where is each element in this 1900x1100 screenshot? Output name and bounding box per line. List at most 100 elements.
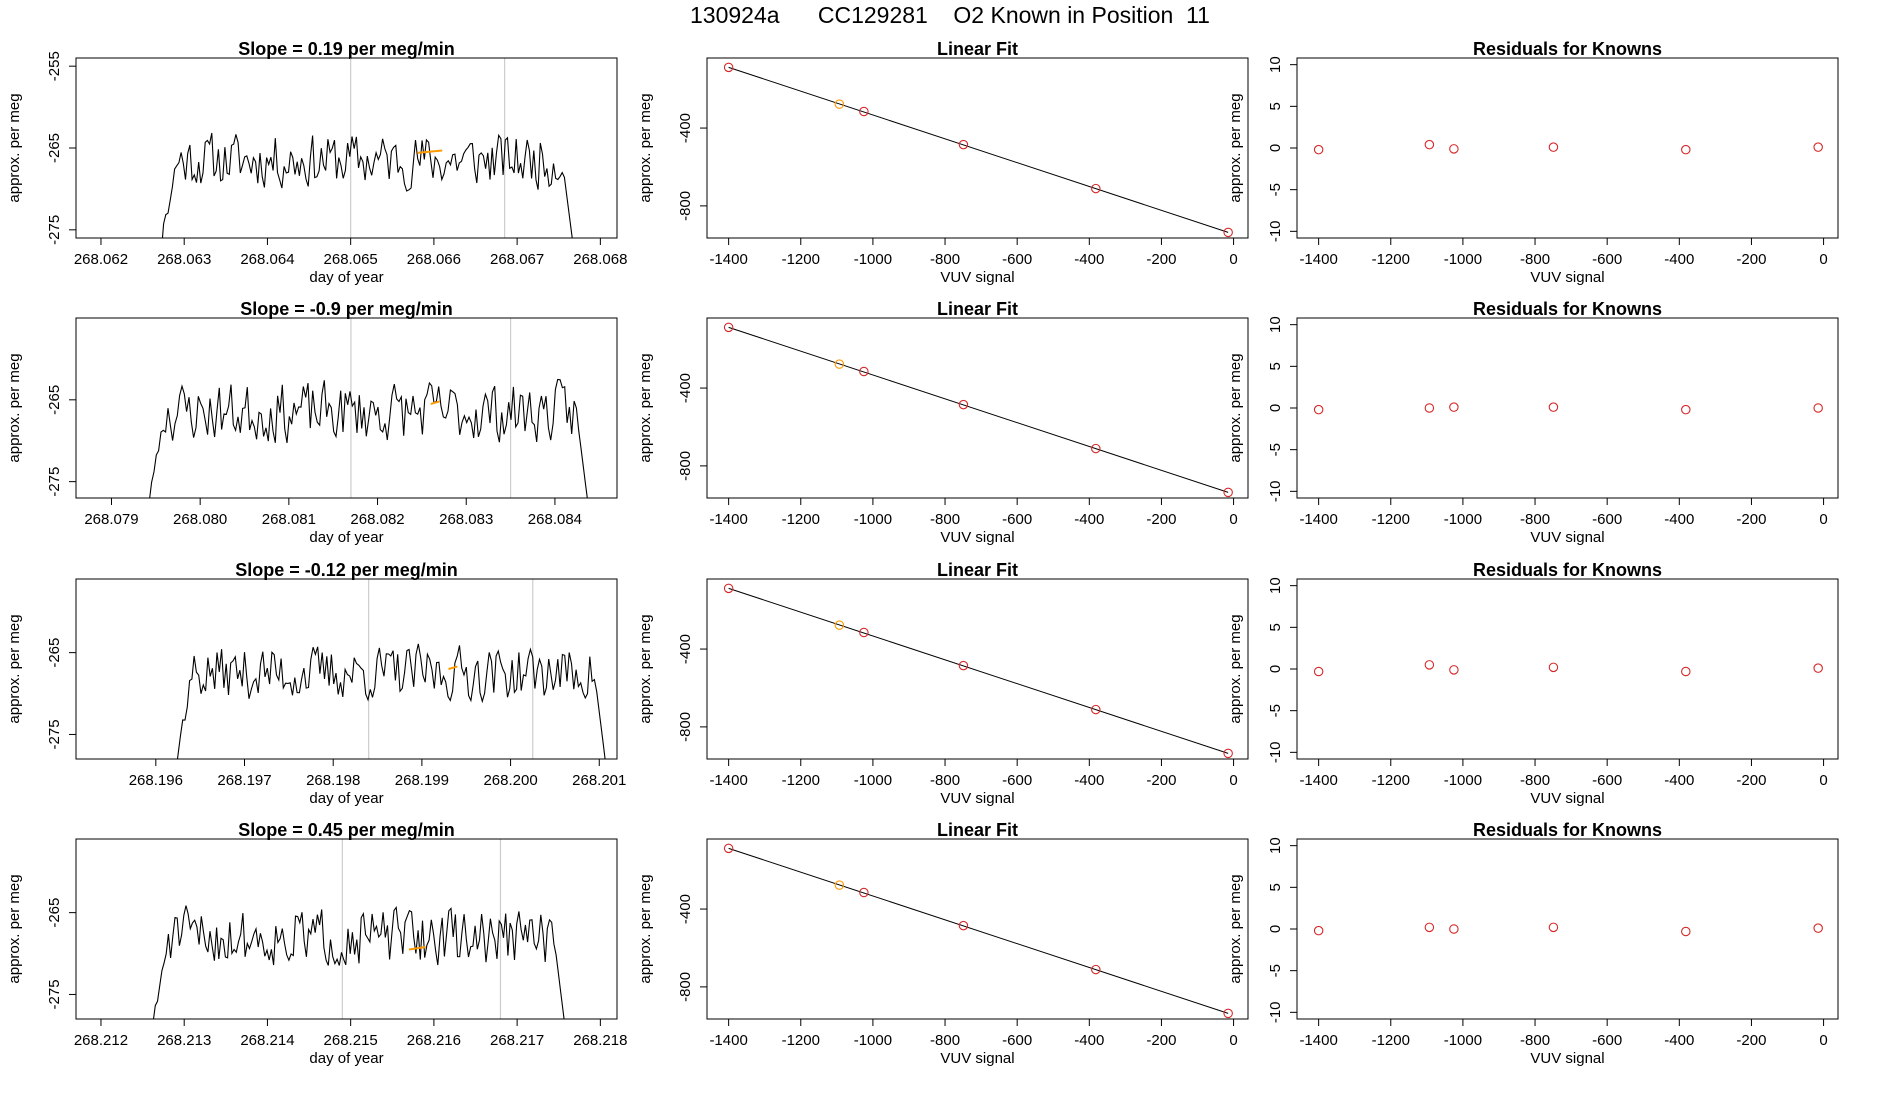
residual-point — [1681, 144, 1691, 155]
residual-point — [1449, 665, 1459, 675]
plot-frame — [75, 578, 618, 760]
x-tick-label: -1200 — [1372, 511, 1410, 528]
chart-4-2: Linear Fit -1400 -1200 -1000 -800 -600 -400 -20… — [637, 820, 1249, 1067]
y-tick-label: -275 — [46, 979, 63, 1009]
residual-point — [1548, 662, 1559, 673]
residual-point — [1424, 660, 1435, 670]
x-tick-label: -600 — [1002, 511, 1032, 528]
y-axis-label: approx. per meg — [1227, 614, 1244, 723]
fit-point — [958, 139, 969, 150]
x-tick-label: 268.064 — [240, 251, 294, 268]
y-tick-label: -275 — [46, 467, 63, 497]
y-tick-label: 0 — [1267, 404, 1284, 412]
x-tick-label: -1400 — [1299, 772, 1337, 789]
y-tick-label: -800 — [677, 972, 694, 1002]
chart-title: Linear Fit — [937, 39, 1018, 59]
x-tick-label: 0 — [1819, 251, 1827, 268]
x-tick-label: -600 — [1002, 1032, 1032, 1049]
y-tick-label: -400 — [677, 113, 694, 143]
y-axis-label: approx. per meg — [1227, 353, 1244, 462]
x-tick-label: -1000 — [1444, 511, 1482, 528]
y-axis-label: approx. per meg — [1227, 874, 1244, 983]
x-tick-label: 268.196 — [129, 772, 183, 789]
x-tick-label: 268.201 — [572, 772, 626, 789]
fit-point — [723, 843, 734, 854]
x-tick-label: 268.066 — [407, 251, 461, 268]
x-tick-label: -1000 — [1444, 1032, 1482, 1049]
x-tick-label: 268.080 — [173, 511, 227, 528]
residual-point — [1313, 666, 1324, 677]
x-axis-label: day of year — [309, 529, 383, 546]
x-tick-label: 268.084 — [528, 511, 582, 528]
x-tick-label: -1400 — [709, 1032, 747, 1049]
chart-4-3: Residuals for Knowns-1400 -1200 -1000 -800-… — [1227, 820, 1839, 1067]
x-tick-label: 268.213 — [157, 1032, 211, 1049]
x-tick-label: -1400 — [1299, 511, 1337, 528]
residual-point — [1449, 402, 1459, 412]
chart-3-1: Slope = -0.12 per meg/min 268.196 268.197 2… — [6, 560, 626, 807]
fit-line — [728, 587, 1229, 754]
chart-2-1: Slope = -0.9 per meg/min 268.079 268.080 26… — [6, 299, 618, 546]
x-axis-label: day of year — [309, 269, 383, 286]
y-tick-label: -5 — [1267, 704, 1284, 717]
y-axis-label: approx. per meg — [6, 353, 23, 462]
fit-point — [1091, 443, 1101, 454]
x-tick-label: -800 — [1520, 772, 1550, 789]
chart-3-3: Residuals for Knowns-1400 -1200 -1000 -800-… — [1227, 560, 1839, 807]
x-tick-label: -400 — [1664, 1032, 1694, 1049]
residual-point — [1813, 403, 1823, 413]
residual-point — [1813, 142, 1823, 152]
fit-point — [958, 399, 969, 410]
x-axis-label: VUV signal — [1530, 1050, 1604, 1067]
y-tick-label: -10 — [1267, 741, 1284, 763]
x-tick-label: -400 — [1664, 251, 1694, 268]
chart-title: Residuals for Knowns — [1473, 820, 1662, 840]
x-tick-label: -800 — [1520, 1032, 1550, 1049]
y-tick-label: -5 — [1267, 443, 1284, 456]
x-tick-label: 0 — [1819, 772, 1827, 789]
x-tick-label: -400 — [1074, 511, 1104, 528]
fit-point — [1223, 748, 1233, 759]
x-tick-label: -200 — [1736, 251, 1766, 268]
x-axis-label: VUV signal — [940, 790, 1014, 807]
residual-point — [1548, 142, 1559, 152]
y-tick-label: -5 — [1267, 183, 1284, 196]
x-tick-label: -200 — [1736, 511, 1766, 528]
page-title: 130924a CC129281 O2 Known in Position 11 — [690, 2, 1210, 28]
y-axis-label: approx. per meg — [6, 93, 23, 202]
x-tick-label: 268.216 — [407, 1032, 461, 1049]
y-tick-label: 5 — [1267, 102, 1284, 110]
x-tick-label: 0 — [1819, 1032, 1827, 1049]
y-tick-label: -800 — [677, 712, 694, 742]
x-tick-label: -600 — [1002, 772, 1032, 789]
x-tick-label: -600 — [1002, 251, 1032, 268]
x-axis-label: VUV signal — [940, 1050, 1014, 1067]
plot-frame — [706, 57, 1249, 239]
y-tick-label: -400 — [677, 373, 694, 403]
y-tick-label: -5 — [1267, 964, 1284, 977]
y-axis-label: approx. per meg — [6, 874, 23, 983]
residual-point — [1813, 663, 1823, 673]
plot-frame — [706, 838, 1249, 1020]
x-tick-label: 268.200 — [483, 772, 537, 789]
y-tick-label: -275 — [46, 215, 63, 245]
x-tick-label: 268.214 — [240, 1032, 294, 1049]
y-tick-label: -255 — [46, 51, 63, 81]
y-axis-label: approx. per meg — [1227, 93, 1244, 202]
chart-title: Linear Fit — [937, 560, 1018, 580]
chart-2-2: Linear Fit -1400 -1200 -1000 -800 -600 -400 -20… — [637, 299, 1249, 546]
fit-line — [728, 326, 1229, 493]
x-tick-label: -1200 — [1372, 251, 1410, 268]
chart-2-3: Residuals for Knowns-1400 -1200 -1000 -800-… — [1227, 299, 1839, 546]
residual-point — [1548, 402, 1559, 412]
x-tick-label: 268.062 — [74, 251, 128, 268]
fit-point — [859, 627, 869, 638]
highlight-segment — [430, 400, 440, 405]
y-tick-label: -10 — [1267, 220, 1284, 242]
fit-point — [859, 106, 869, 117]
x-tick-label: -400 — [1664, 772, 1694, 789]
y-tick-label: 0 — [1267, 144, 1284, 152]
x-tick-label: -1000 — [1444, 251, 1482, 268]
chart-title: Slope = -0.9 per meg/min — [240, 299, 453, 319]
